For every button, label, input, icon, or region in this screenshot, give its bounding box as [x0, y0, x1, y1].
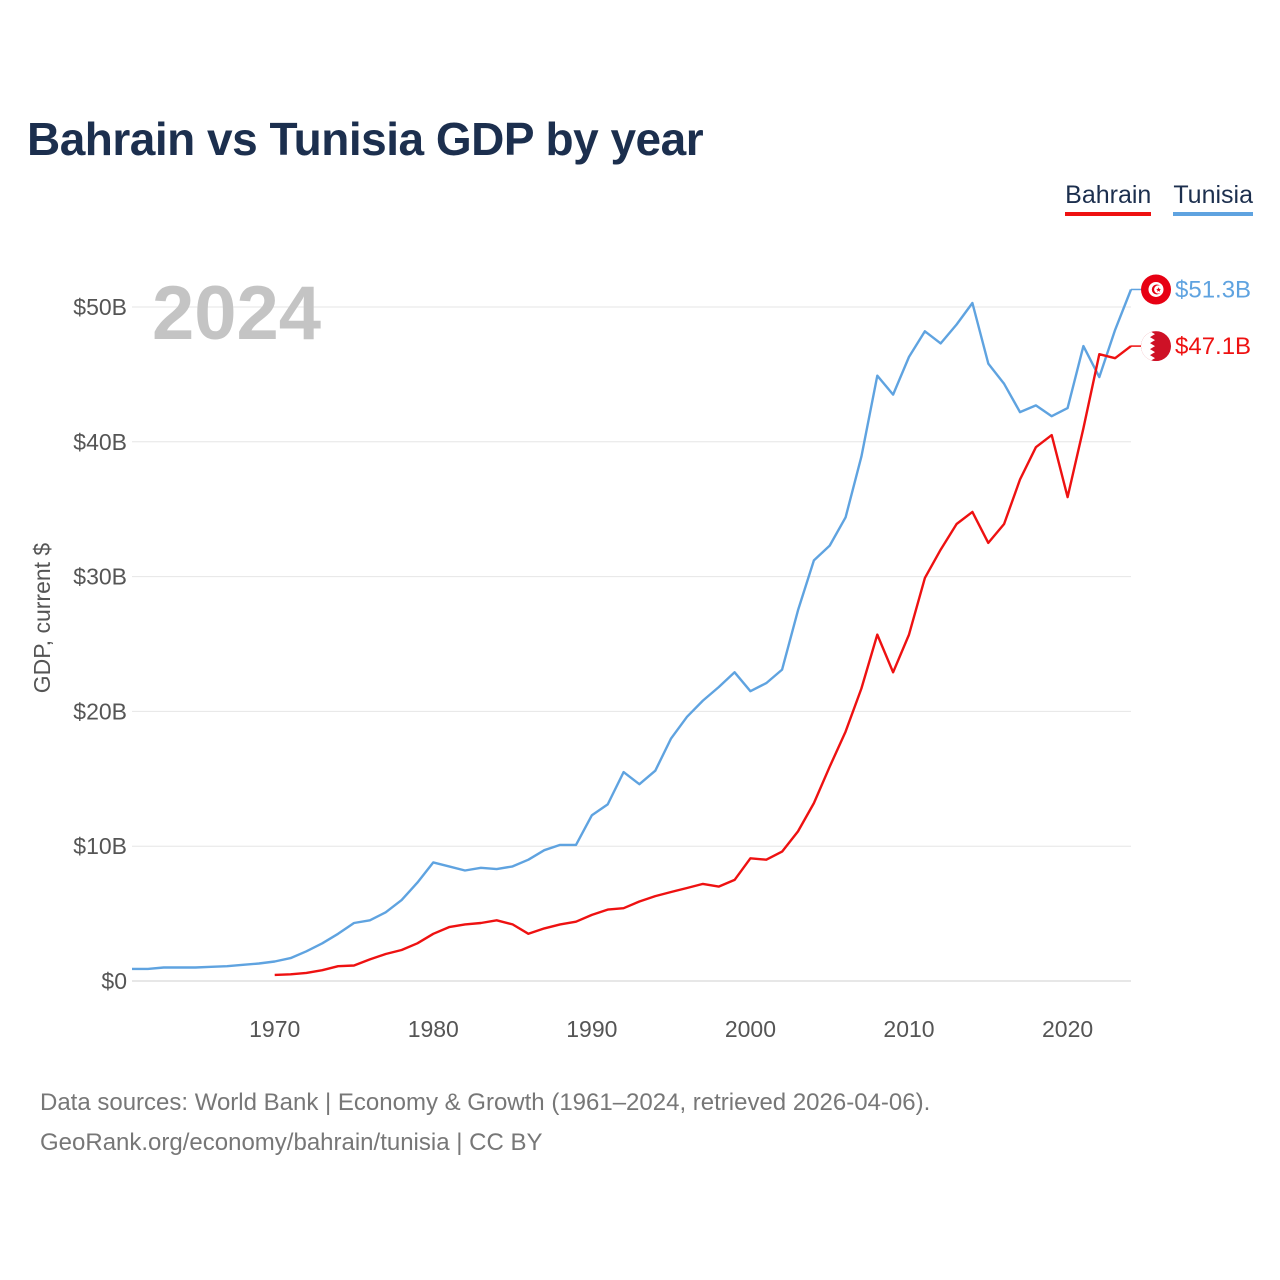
y-tick-label: $0 [101, 968, 127, 994]
series-line-bahrain[interactable] [274, 345, 1132, 977]
y-axis: $0 $10B $20B $30B $40B $50B [73, 294, 127, 994]
y-tick-label: $20B [73, 698, 127, 724]
x-tick-label: 2020 [1042, 1016, 1093, 1042]
x-tick-label: 1970 [249, 1016, 300, 1042]
legend: Bahrain Tunisia [1065, 180, 1253, 216]
x-tick-label: 2000 [725, 1016, 776, 1042]
source-note: Data sources: World Bank | Economy & Gro… [40, 1083, 930, 1163]
legend-item-tunisia[interactable]: Tunisia [1173, 180, 1253, 216]
highlight-year: 2024 [152, 271, 321, 356]
line-chart: $0 $10B $20B $30B $40B $50B 1970 1980 1990 2000 2… [29, 271, 1251, 1042]
end-markers: $51.3B $47.1B [1131, 274, 1251, 362]
tunisia-flag-icon [1141, 274, 1171, 305]
source-line-1: Data sources: World Bank | Economy & Gro… [40, 1089, 931, 1116]
legend-item-bahrain[interactable]: Bahrain [1065, 180, 1152, 216]
x-tick-label: 1980 [408, 1016, 459, 1042]
tunisia-end-label: $51.3B [1175, 276, 1251, 303]
y-tick-label: $10B [73, 833, 127, 859]
source-line-2[interactable]: GeoRank.org/economy/bahrain/tunisia | CC… [40, 1129, 543, 1156]
bahrain-end-label: $47.1B [1175, 333, 1251, 360]
x-tick-label: 2010 [883, 1016, 934, 1042]
bahrain-flag-icon [1141, 331, 1171, 362]
y-tick-label: $30B [73, 564, 127, 590]
y-axis-label: GDP, current $ [29, 543, 55, 694]
x-tick-label: 1990 [566, 1016, 617, 1042]
y-tick-label: $40B [73, 429, 127, 455]
grid-lines [132, 306, 1131, 982]
series-lines [132, 289, 1133, 977]
y-tick-label: $50B [73, 294, 127, 320]
series-line-tunisia[interactable] [132, 289, 1133, 971]
chart-title: Bahrain vs Tunisia GDP by year [27, 113, 704, 165]
x-axis: 1970 1980 1990 2000 2010 2020 [249, 1016, 1093, 1042]
